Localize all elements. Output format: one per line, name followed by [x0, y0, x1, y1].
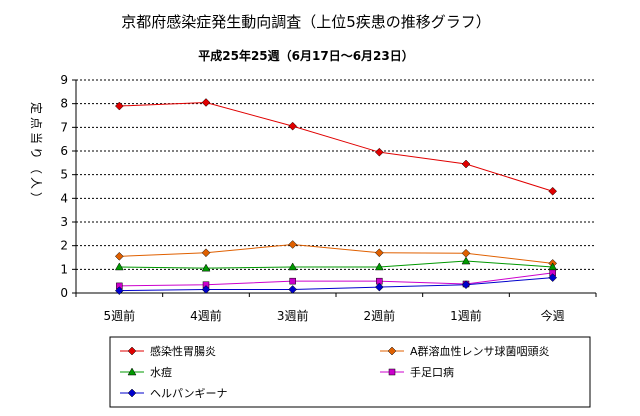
x-tick-label: 今週: [541, 308, 565, 323]
data-point: [288, 285, 298, 294]
legend-marker: [387, 346, 397, 356]
x-tick-label: 4週前: [190, 308, 222, 323]
y-axis-label-char: 定: [29, 102, 44, 114]
y-axis-label-char: （: [29, 162, 43, 174]
series-line: [119, 260, 553, 269]
y-tick-label: 8: [60, 97, 68, 111]
plot-area: 0 1 2 3 4 5 6 7 8 9 5週前 4週前 3週前 2週前 1週前 今週: [60, 73, 597, 323]
legend-marker: [127, 388, 137, 398]
y-tick-label: 6: [60, 144, 68, 158]
data-point: [289, 277, 296, 285]
chart-title: 京都府感染症発生動向調査（上位5疾患の推移グラフ）: [121, 13, 491, 31]
y-tick-label: 3: [60, 215, 68, 229]
data-point: [548, 186, 558, 196]
series-line: [119, 101, 553, 192]
data-point: [374, 248, 384, 258]
data-point: [201, 248, 211, 258]
data-point: [114, 262, 124, 271]
legend-label: A群溶血性レンサ球菌咽頭炎: [410, 344, 550, 358]
legend-box: [109, 336, 591, 408]
legend-label: 感染性胃腸炎: [150, 344, 216, 358]
series-line: [119, 277, 553, 292]
y-tick-label: 1: [60, 262, 68, 276]
data-point: [374, 262, 384, 271]
data-point: [461, 256, 471, 265]
data-point: [288, 240, 298, 249]
data-point: [461, 280, 471, 290]
legend-label: ヘルパンギーナ: [150, 387, 228, 400]
y-axis-label-char: 人: [29, 177, 43, 189]
y-axis-label-char: 点: [29, 117, 43, 129]
data-point: [374, 282, 384, 292]
x-tick-label: 3週前: [277, 308, 309, 323]
y-axis-label-char: り: [29, 147, 43, 159]
legend-marker: [127, 367, 137, 376]
data-point: [374, 147, 384, 157]
data-point: [201, 98, 211, 107]
legend-label: 手足口病: [410, 365, 454, 379]
y-axis-label-char: ）: [29, 192, 43, 204]
y-tick-label: 5: [60, 168, 68, 182]
data-point: [548, 273, 558, 282]
x-tick-label: 5週前: [104, 308, 136, 323]
series-line: [119, 272, 553, 287]
data-point: [461, 248, 471, 258]
y-tick-label: 4: [60, 191, 68, 205]
legend-marker: [388, 368, 396, 376]
data-point: [201, 263, 211, 272]
chart-subtitle: 平成25年25週（6月17日～6月23日）: [198, 48, 414, 63]
y-axis-label-char: 当: [29, 132, 43, 144]
legend-marker: [127, 346, 137, 356]
data-point: [288, 262, 298, 271]
x-tick-label: 1週前: [450, 308, 482, 323]
x-tick-label: 2週前: [364, 308, 396, 323]
legend-label: 水痘: [150, 365, 172, 379]
y-tick-label: 9: [60, 73, 68, 87]
y-tick-label: 0: [60, 286, 68, 300]
y-tick-label: 2: [60, 239, 68, 253]
data-point: [201, 285, 211, 294]
data-point: [114, 251, 124, 261]
data-point: [114, 286, 124, 295]
data-point: [288, 121, 298, 131]
data-point: [461, 159, 471, 169]
data-point: [114, 101, 124, 111]
series-line: [119, 243, 553, 264]
y-tick-label: 7: [60, 120, 68, 134]
